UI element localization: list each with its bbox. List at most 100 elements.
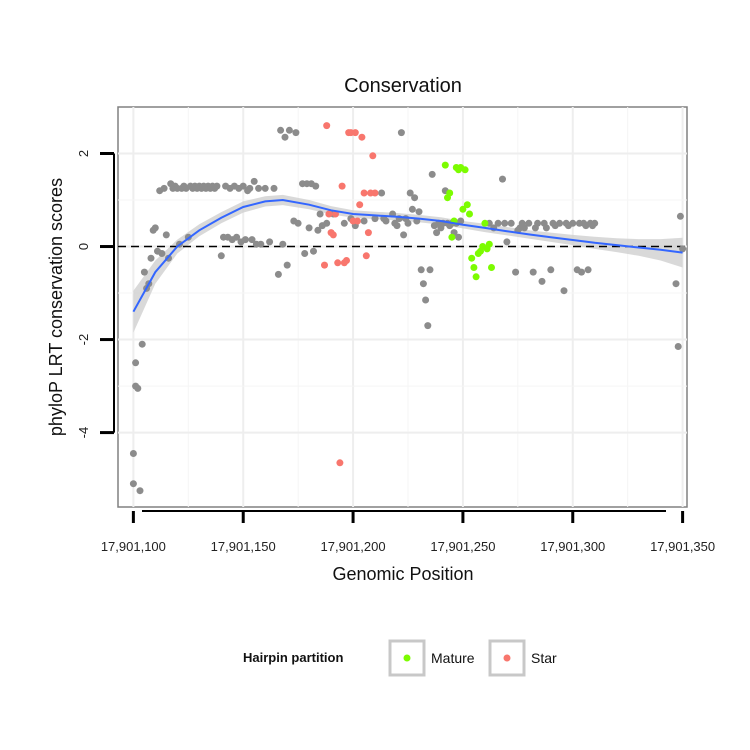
point-star: [360, 189, 368, 197]
legend-label-mature: Mature: [431, 650, 475, 666]
point-other: [676, 212, 684, 220]
point-other: [406, 189, 414, 197]
y-axis: -4 -2 0 2: [76, 150, 115, 439]
point-star: [323, 122, 331, 130]
point-mature: [459, 205, 467, 213]
legend-dot-mature: [403, 654, 411, 662]
point-mature: [466, 210, 473, 218]
point-other: [294, 219, 302, 227]
point-mature: [463, 201, 471, 209]
point-star: [321, 261, 328, 269]
point-other: [255, 184, 263, 192]
point-other: [556, 219, 564, 227]
point-other: [132, 359, 140, 367]
point-other: [162, 231, 170, 239]
x-tick-label: 17,901,250: [430, 539, 495, 554]
y-tick-label: -4: [76, 427, 91, 439]
y-tick-label: 2: [76, 150, 91, 157]
point-other: [411, 194, 419, 202]
point-mature: [472, 273, 480, 281]
point-other: [378, 189, 386, 197]
point-other: [547, 266, 555, 274]
point-other: [679, 245, 687, 253]
point-other: [520, 224, 528, 232]
point-other: [455, 233, 462, 241]
point-mature: [470, 264, 478, 271]
point-other: [316, 210, 324, 218]
point-other: [250, 177, 258, 185]
point-other: [279, 240, 287, 248]
point-other: [129, 480, 137, 488]
x-axis-title: Genomic Position: [332, 564, 473, 584]
point-other: [512, 268, 520, 276]
point-mature: [468, 254, 476, 262]
point-other: [534, 219, 542, 227]
point-other: [560, 287, 568, 295]
point-other: [501, 219, 509, 227]
point-star: [334, 259, 342, 267]
point-other: [129, 450, 137, 457]
point-other: [393, 222, 401, 230]
point-other: [310, 247, 317, 255]
point-other: [281, 133, 289, 141]
point-other: [672, 280, 680, 288]
legend-dot-star: [503, 654, 511, 662]
point-other: [360, 217, 368, 225]
point-mature: [441, 161, 449, 169]
x-tick-label: 17,901,100: [101, 539, 166, 554]
point-star: [356, 201, 364, 209]
point-other: [340, 219, 348, 227]
point-mature: [448, 233, 456, 241]
x-tick-label: 17,901,300: [540, 539, 605, 554]
point-other: [529, 268, 537, 276]
point-star: [343, 257, 350, 264]
point-other: [538, 277, 546, 285]
y-tick-label: -2: [76, 334, 91, 346]
point-star: [369, 152, 377, 160]
point-other: [400, 231, 408, 239]
point-star: [358, 133, 366, 141]
point-other: [261, 184, 269, 192]
point-other: [134, 384, 142, 392]
point-other: [305, 224, 313, 232]
x-tick-label: 17,901,350: [650, 539, 715, 554]
point-other: [147, 254, 155, 262]
point-other: [285, 126, 293, 134]
point-other: [584, 266, 592, 274]
chart-title: Conservation: [344, 75, 462, 97]
point-star: [371, 189, 379, 197]
y-tick-label: 0: [76, 243, 91, 250]
point-other: [499, 175, 506, 183]
point-star: [364, 229, 372, 237]
point-star: [354, 217, 361, 225]
point-star: [329, 231, 337, 239]
point-other: [257, 240, 265, 248]
point-other: [158, 250, 166, 257]
point-other: [314, 226, 322, 234]
point-other: [382, 217, 390, 225]
point-other: [136, 487, 144, 495]
legend: Hairpin partition Mature Star: [243, 639, 557, 677]
x-axis: 17,901,100 17,901,150 17,901,200 17,901,250…: [101, 510, 715, 554]
point-other: [248, 236, 256, 244]
plot-panel: [117, 106, 688, 508]
point-other: [591, 219, 599, 227]
point-star: [325, 210, 333, 218]
point-other: [417, 266, 425, 274]
point-other: [138, 340, 146, 348]
point-other: [424, 322, 432, 330]
point-mature: [485, 240, 493, 248]
point-other: [426, 266, 434, 274]
point-other: [404, 219, 412, 227]
point-other: [292, 129, 300, 137]
smooth-line: [132, 198, 683, 313]
legend-title: Hairpin partition: [243, 650, 343, 665]
point-other: [578, 268, 585, 276]
point-other: [274, 270, 282, 278]
point-other: [503, 238, 511, 246]
point-other: [415, 208, 423, 216]
point-other: [397, 129, 405, 137]
point-other: [371, 215, 379, 223]
point-other: [569, 219, 577, 227]
